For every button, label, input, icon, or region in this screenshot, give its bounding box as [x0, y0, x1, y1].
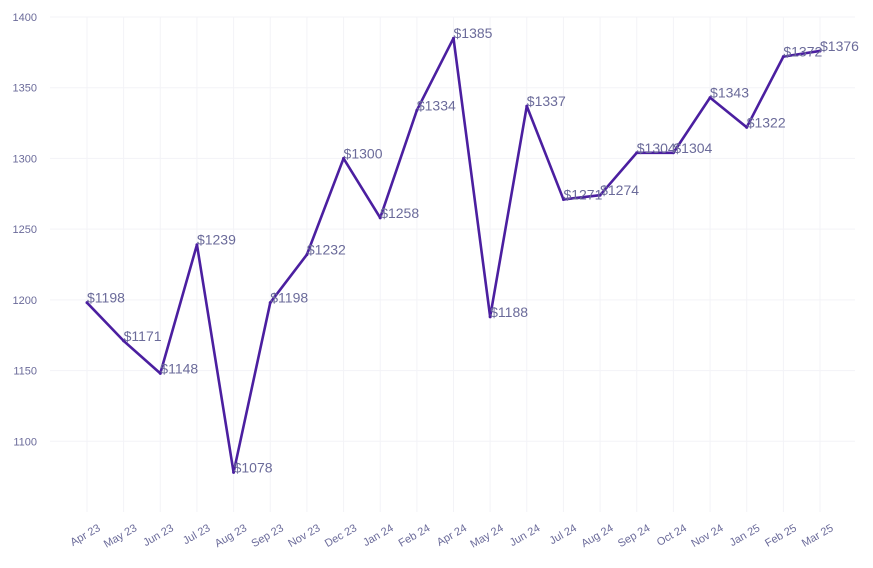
- data-label: $1271: [563, 186, 602, 202]
- data-label-layer: $1198 $1171 $1148 $1239 $1078 $1198 $1232 $1300…: [87, 25, 859, 475]
- data-label: $1171: [124, 328, 162, 344]
- x-tick-label: Aug 24: [579, 522, 615, 550]
- data-point: [561, 197, 565, 201]
- y-axis: 1100 1150 1200 1250 1300 1350 1400: [13, 12, 37, 448]
- x-axis: Apr 23 May 23 Jun 23 Jul 23 Aug 23 Sep 23 Nov …: [68, 522, 835, 550]
- data-label: $1274: [600, 182, 639, 198]
- y-tick-label: 1250: [13, 224, 37, 236]
- x-tick-label: Sep 24: [616, 522, 652, 550]
- data-point: [415, 108, 419, 112]
- data-point: [195, 243, 199, 247]
- data-point: [158, 371, 162, 375]
- data-point: [745, 125, 749, 129]
- x-tick-label: Jun 24: [508, 522, 543, 549]
- x-tick-label: Feb 25: [763, 522, 799, 550]
- x-tick-label: Jul 24: [548, 522, 579, 547]
- data-label: $1148: [160, 360, 198, 376]
- data-label: $1372: [783, 44, 822, 60]
- data-point: [305, 253, 309, 257]
- y-tick-label: 1400: [13, 12, 37, 24]
- series-layer: [85, 36, 822, 474]
- x-tick-label: Jan 25: [728, 522, 763, 549]
- data-point: [342, 156, 346, 160]
- data-point: [708, 96, 712, 100]
- x-tick-label: Dec 23: [323, 522, 359, 550]
- data-point: [598, 193, 602, 197]
- x-tick-label: Sep 23: [250, 522, 286, 550]
- data-label: $1304: [673, 140, 712, 156]
- x-tick-label: Oct 24: [655, 522, 689, 549]
- data-point: [525, 104, 529, 108]
- x-tick-label: Apr 24: [435, 522, 469, 549]
- x-tick-label: May 24: [468, 522, 505, 550]
- data-label: $1334: [417, 97, 456, 113]
- data-label: $1198: [87, 290, 125, 306]
- data-point: [671, 151, 675, 155]
- data-label: $1337: [527, 93, 566, 109]
- y-tick-label: 1100: [13, 436, 37, 448]
- x-tick-label: Jan 24: [361, 522, 396, 549]
- data-point: [85, 301, 89, 305]
- data-point: [268, 301, 272, 305]
- data-point: [635, 151, 639, 155]
- data-label: $1385: [454, 25, 493, 41]
- x-tick-label: May 23: [102, 522, 139, 550]
- x-tick-label: Apr 23: [68, 522, 102, 549]
- x-tick-label: Nov 24: [689, 522, 725, 550]
- x-tick-label: Jul 23: [181, 522, 212, 547]
- data-label: $1304: [637, 140, 676, 156]
- data-label: $1232: [307, 242, 346, 258]
- data-label: $1322: [747, 114, 786, 130]
- x-tick-label: Nov 23: [286, 522, 322, 550]
- data-point: [781, 55, 785, 59]
- data-label: $1198: [270, 290, 308, 306]
- data-point: [122, 339, 126, 343]
- data-label: $1300: [344, 145, 383, 161]
- data-label: $1078: [234, 459, 273, 475]
- data-point: [488, 315, 492, 319]
- data-point: [378, 216, 382, 220]
- x-tick-label: Aug 23: [213, 522, 249, 550]
- data-label: $1188: [490, 304, 528, 320]
- x-tick-label: Jun 23: [141, 522, 176, 549]
- y-tick-label: 1150: [13, 366, 37, 378]
- data-label: $1343: [710, 85, 749, 101]
- data-label: $1258: [380, 205, 419, 221]
- y-tick-label: 1350: [13, 83, 37, 95]
- grid-layer: [50, 16, 855, 512]
- data-point: [818, 49, 822, 53]
- x-tick-label: Feb 24: [397, 522, 433, 550]
- y-tick-label: 1300: [13, 153, 37, 165]
- data-point: [232, 470, 236, 474]
- data-point: [452, 36, 455, 40]
- data-label: $1239: [197, 232, 236, 248]
- data-label: $1376: [820, 38, 859, 54]
- x-tick-label: Mar 25: [800, 522, 836, 550]
- y-tick-label: 1200: [13, 295, 37, 307]
